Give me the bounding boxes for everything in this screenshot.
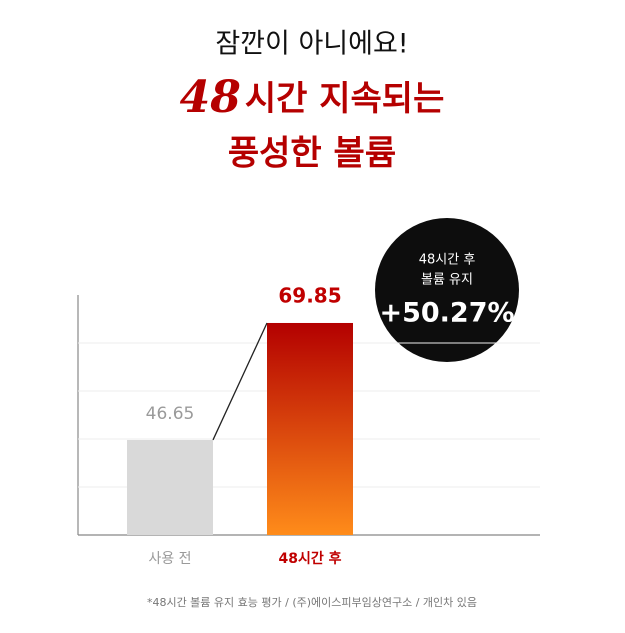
bar [127,439,213,535]
bar [267,322,353,535]
x-tick-label: 48시간 후 [279,550,342,567]
headline2: 풍성한 볼륨 [228,134,396,174]
headline-rest: 시간 지속되는 [245,79,445,119]
connector [212,322,268,441]
chart-title: 잠깐이 아니에요! [215,29,408,60]
badge-value: +50.27% [379,298,514,329]
value-label: 69.85 [278,283,341,307]
x-tick-label: 사용 전 [148,551,191,567]
footnote: *48시간 볼륨 유지 효능 평가 / (주)에이스피부임상연구소 / 개인차 … [147,596,477,609]
badge-line1: 48시간 후 [419,253,476,268]
headline: 48 시간 지속되는 [180,72,445,123]
badge [375,218,519,362]
value-label: 46.65 [146,404,195,424]
badge-line2: 볼륨 유지 [421,273,473,288]
headline-highlight: 48 [180,72,241,123]
